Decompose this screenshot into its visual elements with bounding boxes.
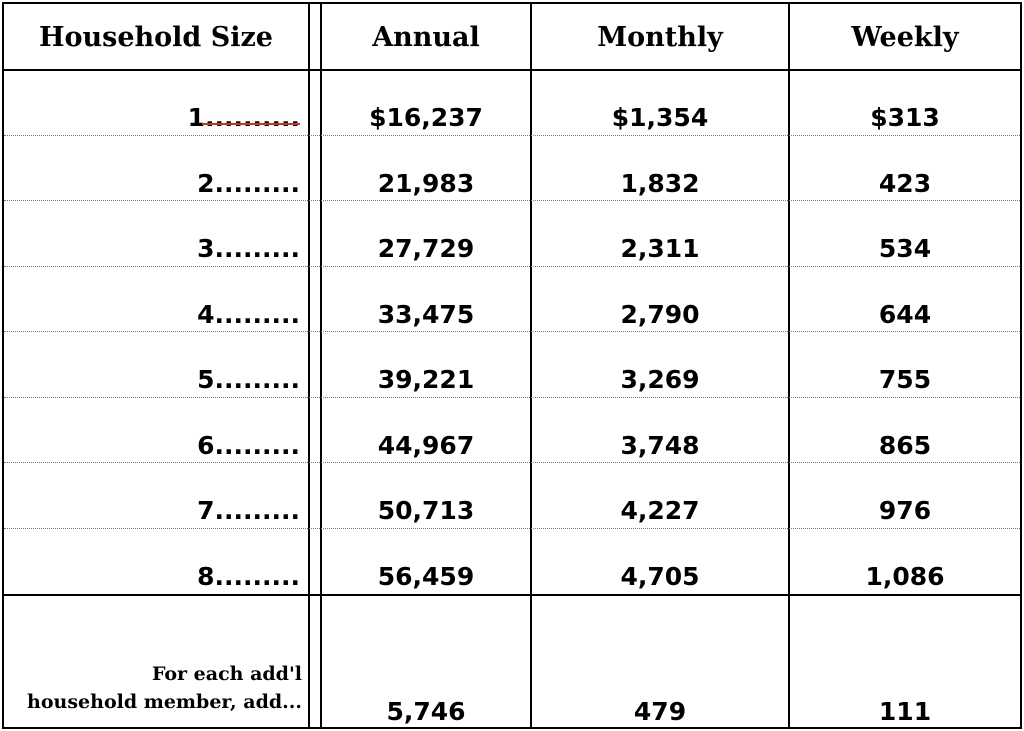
row-annual-value: 56,459 (377, 561, 475, 591)
row-weekly-value: $313 (870, 103, 940, 132)
household-size-label: 2......... (197, 168, 300, 198)
spellcheck-underline (201, 123, 300, 125)
footer-weekly: 111 (878, 697, 932, 726)
row-divider (4, 265, 1020, 267)
row-divider (4, 200, 1020, 201)
row-monthly-value: 4,227 (620, 496, 700, 525)
row-household-size: 1.......... (4, 90, 308, 130)
footer-rule (4, 594, 1020, 596)
row-annual-value: 33,475 (377, 299, 475, 329)
row-monthly-value: 1,832 (620, 168, 700, 198)
row-household-size: 2......... (4, 156, 308, 196)
row-monthly-value: $1,354 (611, 103, 709, 132)
row-divider (4, 462, 1020, 463)
header-monthly: Monthly (597, 21, 723, 53)
row-divider (4, 527, 1020, 529)
row-weekly-value: 644 (878, 299, 932, 329)
header-weekly: Weekly (851, 21, 959, 53)
footer-label-line1: For each add'l (151, 663, 302, 685)
row-annual-value: 50,713 (377, 496, 475, 525)
household-size-label: 7......... (197, 496, 300, 525)
row-monthly-value: 2,311 (620, 234, 700, 263)
household-size-label: 6......... (197, 430, 300, 460)
footer-annual: 5,746 (386, 697, 466, 726)
row-weekly-value: 976 (878, 496, 932, 525)
row-monthly-value: 4,705 (620, 561, 700, 591)
row-weekly-value: 1,086 (865, 561, 945, 591)
header-rule (4, 69, 1020, 71)
column-divider (308, 4, 310, 727)
row-household-size: 3......... (4, 221, 308, 261)
footer-monthly: 479 (633, 697, 687, 726)
row-divider (4, 331, 1020, 332)
row-divider (4, 134, 1020, 136)
column-divider (788, 4, 790, 727)
household-size-label: 3......... (197, 234, 300, 263)
row-household-size: 6......... (4, 418, 308, 458)
household-size-label: 1.......... (187, 103, 300, 132)
row-annual-value: $16,237 (369, 103, 483, 132)
row-household-size: 7......... (4, 483, 308, 523)
household-size-label: 8......... (197, 561, 300, 591)
row-weekly-value: 755 (878, 365, 932, 394)
row-household-size: 4......... (4, 287, 308, 327)
footer-label: For each add'l household member, add... (4, 660, 302, 716)
row-annual-value: 39,221 (377, 365, 475, 394)
row-monthly-value: 3,748 (620, 430, 700, 460)
row-monthly-value: 2,790 (620, 299, 700, 329)
row-annual-value: 21,983 (377, 168, 475, 198)
header-annual: Annual (372, 21, 480, 53)
column-divider (530, 4, 532, 727)
row-weekly-value: 423 (878, 168, 932, 198)
row-annual-value: 27,729 (377, 234, 475, 263)
header-household-size: Household Size (39, 21, 273, 53)
row-weekly-value: 534 (878, 234, 932, 263)
row-household-size: 5......... (4, 352, 308, 392)
column-divider (320, 4, 322, 727)
household-size-label: 5......... (197, 365, 300, 394)
household-size-label: 4......... (197, 299, 300, 329)
row-annual-value: 44,967 (377, 430, 475, 460)
row-household-size: 8......... (4, 549, 308, 589)
row-divider (4, 396, 1020, 398)
footer-label-line2: household member, add... (27, 691, 302, 713)
row-monthly-value: 3,269 (620, 365, 700, 394)
row-weekly-value: 865 (878, 430, 932, 460)
